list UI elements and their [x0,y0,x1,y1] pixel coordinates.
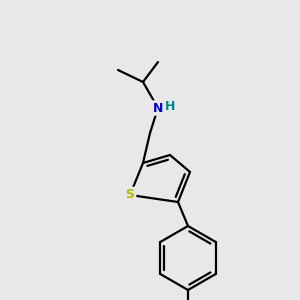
Text: N: N [153,101,163,115]
Text: H: H [165,100,175,112]
Text: S: S [125,188,134,202]
